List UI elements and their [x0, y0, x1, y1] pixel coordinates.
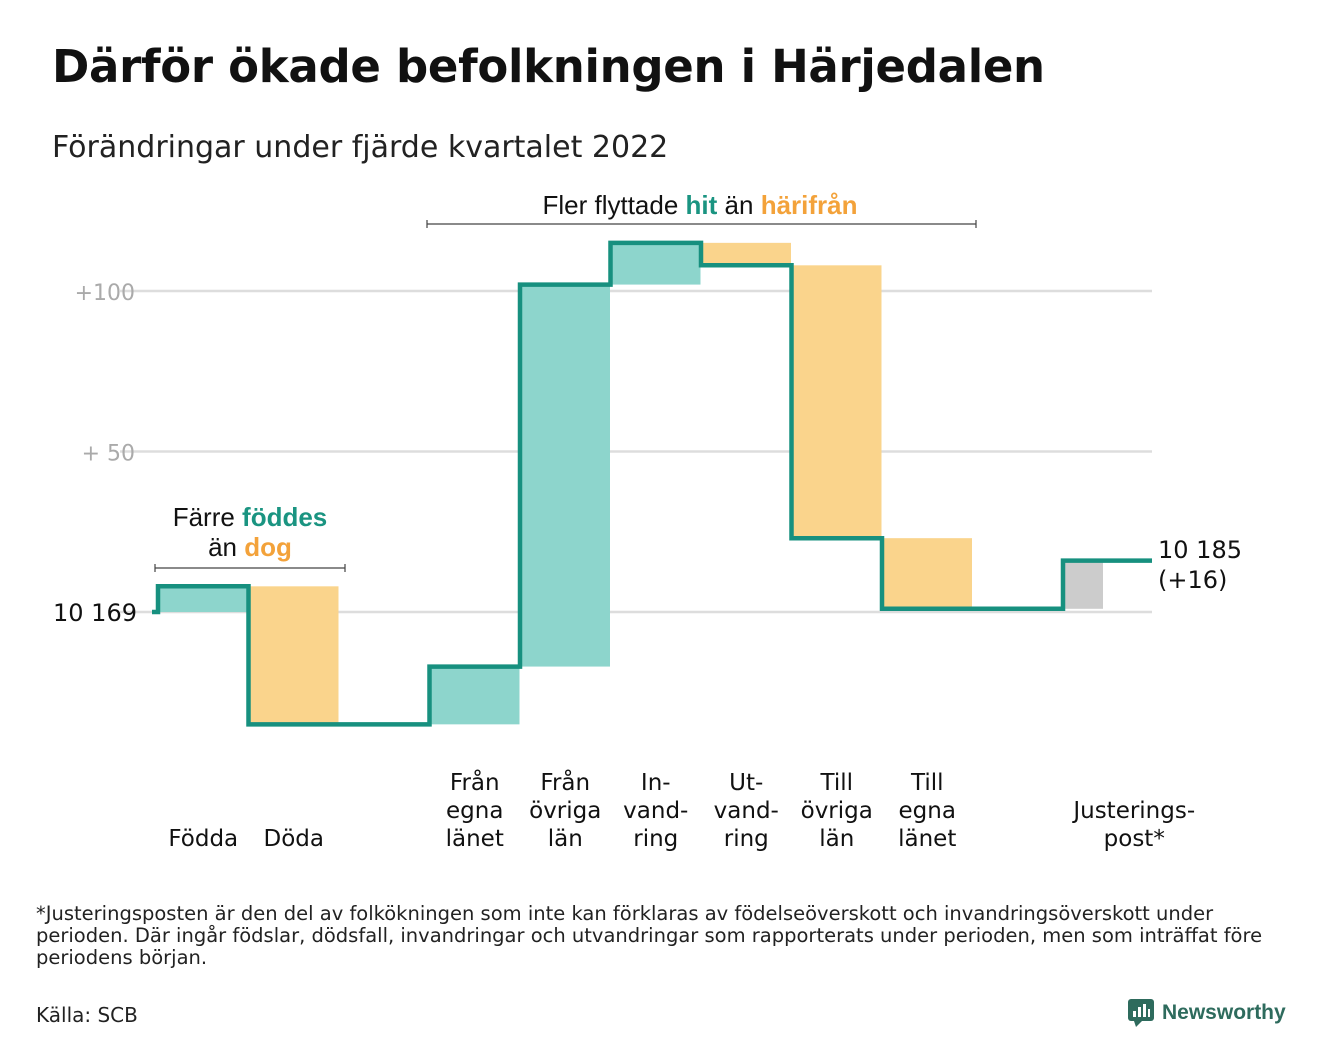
bar-Till egna länet	[882, 538, 972, 609]
category-label: län	[548, 826, 583, 852]
category-label: Från	[450, 768, 500, 796]
bar-Ut-vandring	[701, 242, 791, 266]
footnote: *Justeringsposten är den del av folkökni…	[36, 902, 1263, 969]
category-label: Döda	[264, 826, 324, 852]
grid-layer: + 50 +100	[75, 281, 1152, 614]
start-value-label: 10 169	[53, 599, 137, 627]
births-annotation-teal: föddes	[242, 502, 327, 532]
births-annotation-line2: än dog	[208, 532, 292, 562]
category-label: In-	[641, 770, 671, 796]
population-step-line	[152, 240, 1152, 727]
source-label: Källa: SCB	[36, 1003, 138, 1027]
births-annotation-orange: dog	[244, 532, 292, 562]
category-label: vand-	[714, 798, 779, 824]
category-label: Till	[819, 770, 853, 796]
category-label: län	[819, 826, 854, 852]
bar-In-vandring	[610, 242, 701, 285]
category-label: Ut-	[729, 770, 763, 796]
births-annotation-line1: Färre föddes	[173, 502, 328, 532]
category-label: egna	[899, 798, 956, 824]
migration-annotation: Fler flyttade hit än härifrån	[542, 190, 857, 220]
bar-Från egna länet	[429, 666, 520, 725]
bar-layer	[158, 242, 1103, 725]
category-label: övriga	[801, 798, 873, 824]
end-change-label: (+16)	[1158, 566, 1227, 594]
chart-subtitle: Förändringar under fjärde kvartalet 2022	[52, 130, 669, 165]
y-tick-label: +100	[75, 281, 135, 306]
bar-Till övriga län	[791, 265, 882, 539]
category-label: ring	[724, 826, 769, 852]
annotation-layer: Färre föddes än dog Fler flyttade hit än…	[53, 190, 1242, 627]
step-line-layer	[152, 240, 1152, 727]
migration-annotation-orange: härifrån	[761, 190, 858, 220]
category-label: Födda	[168, 826, 238, 852]
category-label: länet	[898, 826, 956, 852]
category-label: länet	[446, 826, 504, 852]
chart-title: Därför ökade befolkningen i Härjedalen	[52, 40, 1045, 93]
category-label: Justerings-	[1071, 798, 1195, 824]
bar-Justeringspost*	[1063, 560, 1103, 609]
category-label: Till	[910, 770, 944, 796]
category-label: post*	[1104, 826, 1165, 852]
category-label: egna	[446, 798, 503, 824]
waterfall-chart: + 50+100 Födda DödaFrånegnalänetFrånövrig…	[53, 190, 1242, 852]
newsworthy-logo: Newsworthy	[1128, 999, 1286, 1027]
newsworthy-brand-name: Newsworthy	[1162, 1001, 1286, 1024]
category-label: övriga	[529, 798, 601, 824]
category-label: vand-	[623, 798, 688, 824]
migration-annotation-teal: hit	[686, 190, 718, 220]
y-tick-label: + 50	[82, 442, 135, 467]
bar-Döda	[248, 586, 339, 725]
category-label-layer: Födda DödaFrånegnalänetFrånövrigalänIn-va…	[168, 768, 1195, 852]
bar-Födda	[158, 586, 248, 612]
category-label: Från	[540, 768, 590, 796]
bar-Från övriga län	[520, 284, 610, 667]
end-value-label: 10 185	[1158, 536, 1242, 564]
newsworthy-logo-icon	[1128, 999, 1154, 1027]
category-label: ring	[633, 826, 678, 852]
